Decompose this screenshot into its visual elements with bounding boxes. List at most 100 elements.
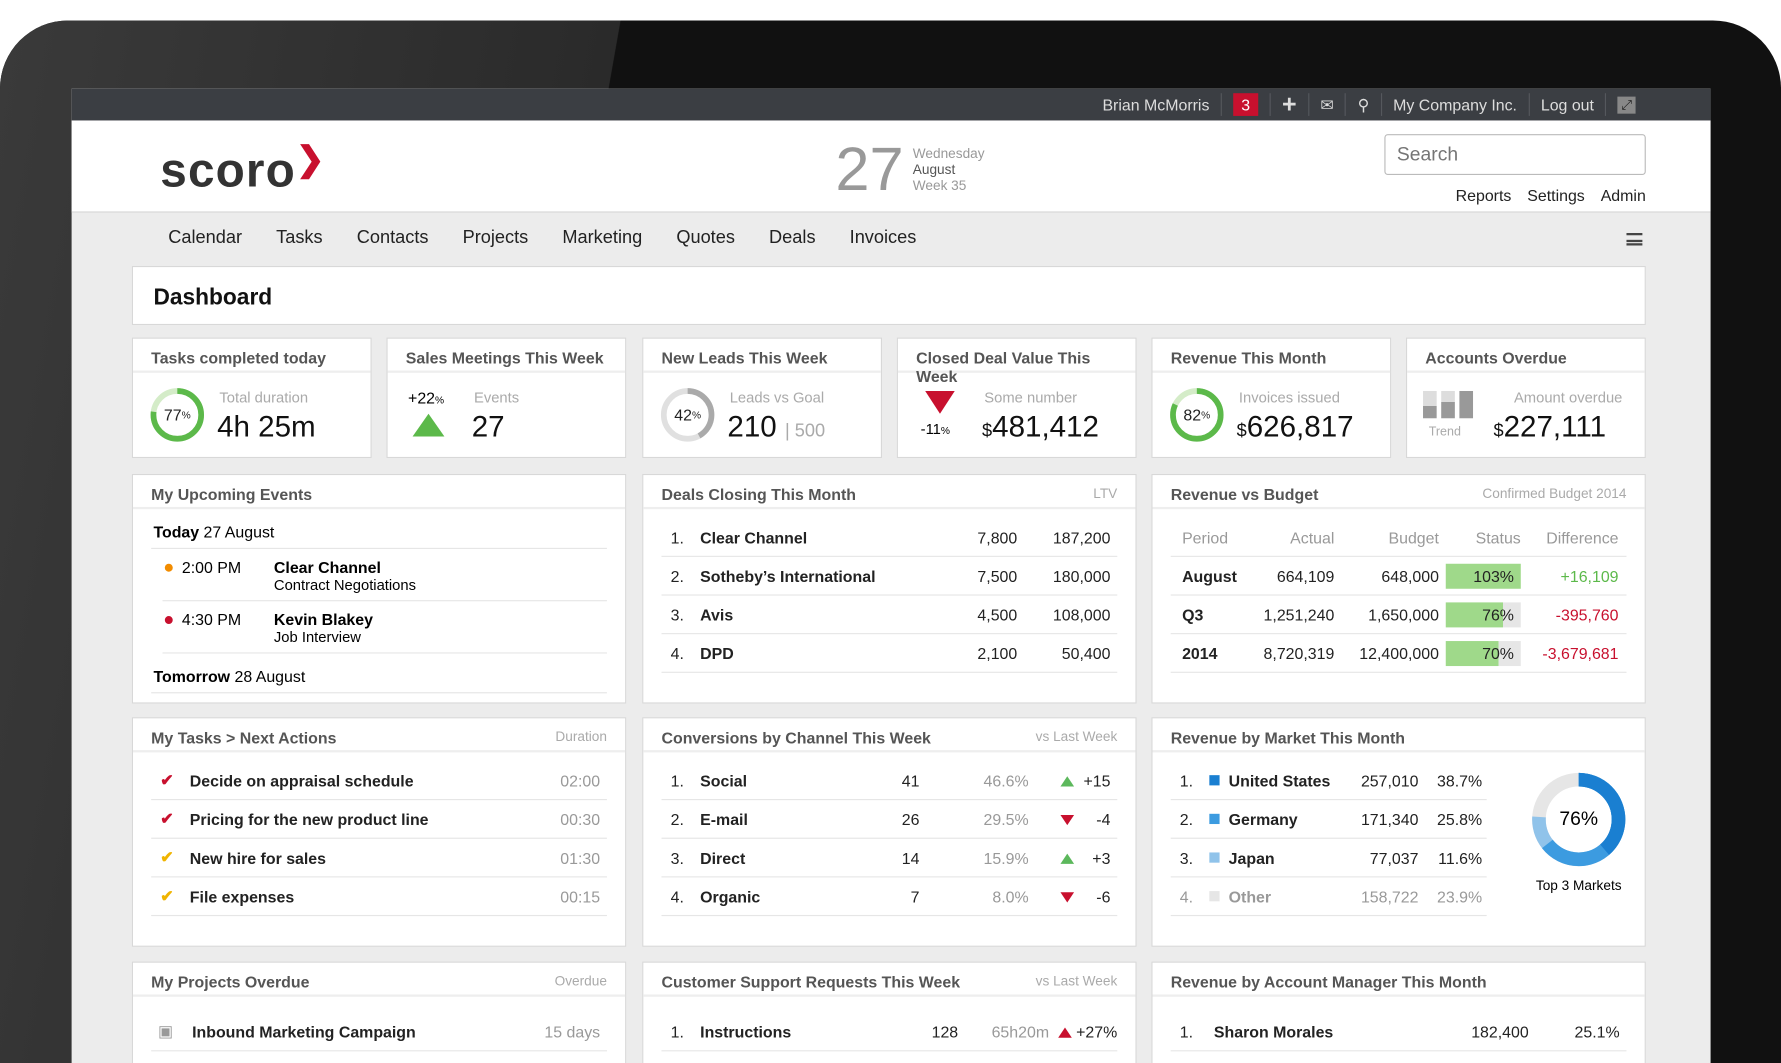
deal-row[interactable]: 1. Clear Channel 7,800 187,200 xyxy=(661,518,1118,557)
market-pct: 38.7% xyxy=(1436,771,1483,790)
kpi-revenue-month[interactable]: Revenue This Month 82% Invoices issued $6… xyxy=(1151,337,1392,459)
user-name[interactable]: Brian McMorris xyxy=(1102,95,1210,114)
revenue-by-market-widget: Revenue by Market This Month 1. United St… xyxy=(1151,717,1646,947)
channel-row[interactable]: 1. Social 41 46.6% +15 xyxy=(661,762,1118,801)
check-icon[interactable]: ✔ xyxy=(160,847,174,867)
progress-donut: 42% xyxy=(659,386,716,443)
pin-icon[interactable]: ⚲ xyxy=(1345,93,1381,116)
briefcase-icon: ▣ xyxy=(157,1021,174,1040)
difference: +16,109 xyxy=(1560,566,1619,585)
add-icon[interactable]: + xyxy=(1269,90,1307,118)
settings-link[interactable]: Settings xyxy=(1527,186,1585,205)
kpi-tasks-completed[interactable]: Tasks completed today 77% Total duration… xyxy=(131,337,372,459)
projects-overdue-widget: My Projects Overdue Overdue ▣ Inbound Mark… xyxy=(131,961,627,1063)
event-desc: Job Interview xyxy=(273,628,361,646)
nav-contacts[interactable]: Contacts xyxy=(356,228,429,248)
row-number: 3. xyxy=(670,848,684,867)
kpi-sales-meetings[interactable]: Sales Meetings This Week +22% Events 27 xyxy=(386,337,627,459)
kpi-value: 626,817 xyxy=(1246,409,1354,444)
menu-icon[interactable] xyxy=(1626,233,1643,246)
logo[interactable]: scoro❯ xyxy=(160,140,326,197)
search-input[interactable] xyxy=(1384,134,1646,176)
kpi-value: 4h 25m xyxy=(217,409,316,444)
period: Q3 xyxy=(1182,605,1204,624)
market-row[interactable]: 3. Japan 77,037 11.6% xyxy=(1170,839,1487,878)
channel-row[interactable]: 3. Direct 14 15.9% +3 xyxy=(661,839,1118,878)
logout-link[interactable]: Log out xyxy=(1528,93,1605,116)
nav-deals[interactable]: Deals xyxy=(769,228,816,248)
notification-badge[interactable]: 3 xyxy=(1233,93,1259,116)
channel-row[interactable]: 2. E-mail 26 29.5% -4 xyxy=(661,800,1118,839)
channel-row[interactable]: 4. Organic 7 8.0% -6 xyxy=(661,877,1118,917)
column-label: vs Last Week xyxy=(1035,972,1118,989)
nav-marketing[interactable]: Marketing xyxy=(562,228,643,248)
fullscreen-icon[interactable]: ⤢ xyxy=(1605,93,1647,116)
app-screen: Brian McMorris 3 + ✉ ⚲ My Company Inc. L… xyxy=(71,88,1711,1063)
project-row[interactable]: ▣ Inbound Marketing Campaign 15 days xyxy=(151,1013,607,1052)
conversions-widget: Conversions by Channel This Week vs Last … xyxy=(642,717,1137,947)
kpi-label: Events xyxy=(473,388,520,406)
kpi-accounts-overdue[interactable]: Accounts Overdue Trend Amount overdue $22… xyxy=(1405,337,1646,459)
company-name[interactable]: My Company Inc. xyxy=(1380,93,1529,116)
day-date: 27 August xyxy=(203,522,275,542)
event-desc: Contract Negotiations xyxy=(273,576,417,594)
manager-row[interactable]: 1. Sharon Morales 182,400 25.1% xyxy=(1170,1013,1627,1052)
deal-ltv: 50,400 xyxy=(1061,643,1111,663)
nav-tasks[interactable]: Tasks xyxy=(276,228,323,248)
task-row[interactable]: ✔ File expenses 00:15 xyxy=(151,877,607,917)
event-dot-icon xyxy=(164,616,173,624)
widget-title: Revenue vs Budget xyxy=(1170,485,1319,504)
market-row[interactable]: 1. United States 257,010 38.7% xyxy=(1170,762,1487,801)
admin-link[interactable]: Admin xyxy=(1600,186,1646,205)
market-name: Germany xyxy=(1228,809,1298,829)
support-time: 65h20m xyxy=(991,1022,1050,1041)
row-number: 1. xyxy=(670,1022,684,1041)
manager-value: 182,400 xyxy=(1471,1022,1529,1041)
trend-label: Trend xyxy=(1428,425,1461,439)
reports-link[interactable]: Reports xyxy=(1455,186,1512,205)
market-value: 77,037 xyxy=(1369,848,1419,867)
nav-invoices[interactable]: Invoices xyxy=(849,228,917,248)
up-arrow-icon xyxy=(1060,775,1075,786)
market-row[interactable]: 4. Other 158,722 23.9% xyxy=(1170,877,1487,917)
column-label: Duration xyxy=(555,728,607,745)
nav-projects[interactable]: Projects xyxy=(462,228,529,248)
check-icon[interactable]: ✔ xyxy=(160,770,174,789)
market-pct: 23.9% xyxy=(1436,887,1483,906)
budget-row[interactable]: 2014 8,720,319 12,400,000 70% -3,679,681 xyxy=(1170,634,1627,673)
support-row[interactable]: 1. Instructions 128 65h20m +27% xyxy=(661,1013,1118,1052)
kpi-title: Accounts Overdue xyxy=(1407,339,1645,373)
nav-calendar[interactable]: Calendar xyxy=(168,228,243,248)
task-row[interactable]: ✔ New hire for sales 01:30 xyxy=(151,839,607,878)
row-number: 3. xyxy=(670,605,684,624)
deal-row[interactable]: 2. Sotheby’s International 7,500 180,000 xyxy=(661,557,1118,596)
check-icon[interactable]: ✔ xyxy=(160,809,174,828)
check-icon[interactable]: ✔ xyxy=(160,886,174,905)
nav-quotes[interactable]: Quotes xyxy=(676,228,735,248)
revenue-vs-budget-widget: Revenue vs Budget Confirmed Budget 2014 P… xyxy=(1151,473,1646,704)
mail-icon[interactable]: ✉ xyxy=(1307,93,1345,116)
market-value: 257,010 xyxy=(1360,771,1419,790)
up-arrow-icon xyxy=(1058,1026,1072,1038)
kpi-closed-deal-value[interactable]: Closed Deal Value This Week -11% Some nu… xyxy=(896,337,1137,459)
task-name: Decide on appraisal schedule xyxy=(189,771,414,790)
market-row[interactable]: 2. Germany 171,340 25.8% xyxy=(1170,800,1487,839)
widget-title: My Tasks > Next Actions xyxy=(151,728,337,747)
day-date: 28 August xyxy=(234,667,306,686)
budget-row[interactable]: Q3 1,251,240 1,650,000 76% -395,760 xyxy=(1170,596,1627,635)
deal-row[interactable]: 4. DPD 2,100 50,400 xyxy=(661,634,1118,673)
my-tasks-widget: My Tasks > Next Actions Duration ✔ Decide … xyxy=(131,717,627,947)
overdue-value: 15 days xyxy=(544,1022,601,1041)
deal-row[interactable]: 3. Avis 4,500 108,000 xyxy=(661,596,1118,635)
budget-row[interactable]: August 664,109 648,000 103% +16,109 xyxy=(1170,557,1627,596)
market-value: 158,722 xyxy=(1360,887,1419,906)
event-item[interactable]: 2:00 PM Clear Channel Contract Negotiatio… xyxy=(162,558,607,602)
donut-value: 82 xyxy=(1183,405,1202,424)
channel-name: E-mail xyxy=(700,809,748,829)
task-row[interactable]: ✔ Decide on appraisal schedule 02:00 xyxy=(151,762,607,801)
kpi-new-leads[interactable]: New Leads This Week 42% Leads vs Goal 210… xyxy=(642,337,883,459)
task-row[interactable]: ✔ Pricing for the new product line 00:30 xyxy=(151,800,607,839)
task-duration: 00:15 xyxy=(560,887,601,906)
upcoming-events-widget: My Upcoming Events Today 27 August 2:00 … xyxy=(131,473,627,704)
event-item[interactable]: 4:30 PM Kevin Blakey Job Interview xyxy=(162,610,607,654)
